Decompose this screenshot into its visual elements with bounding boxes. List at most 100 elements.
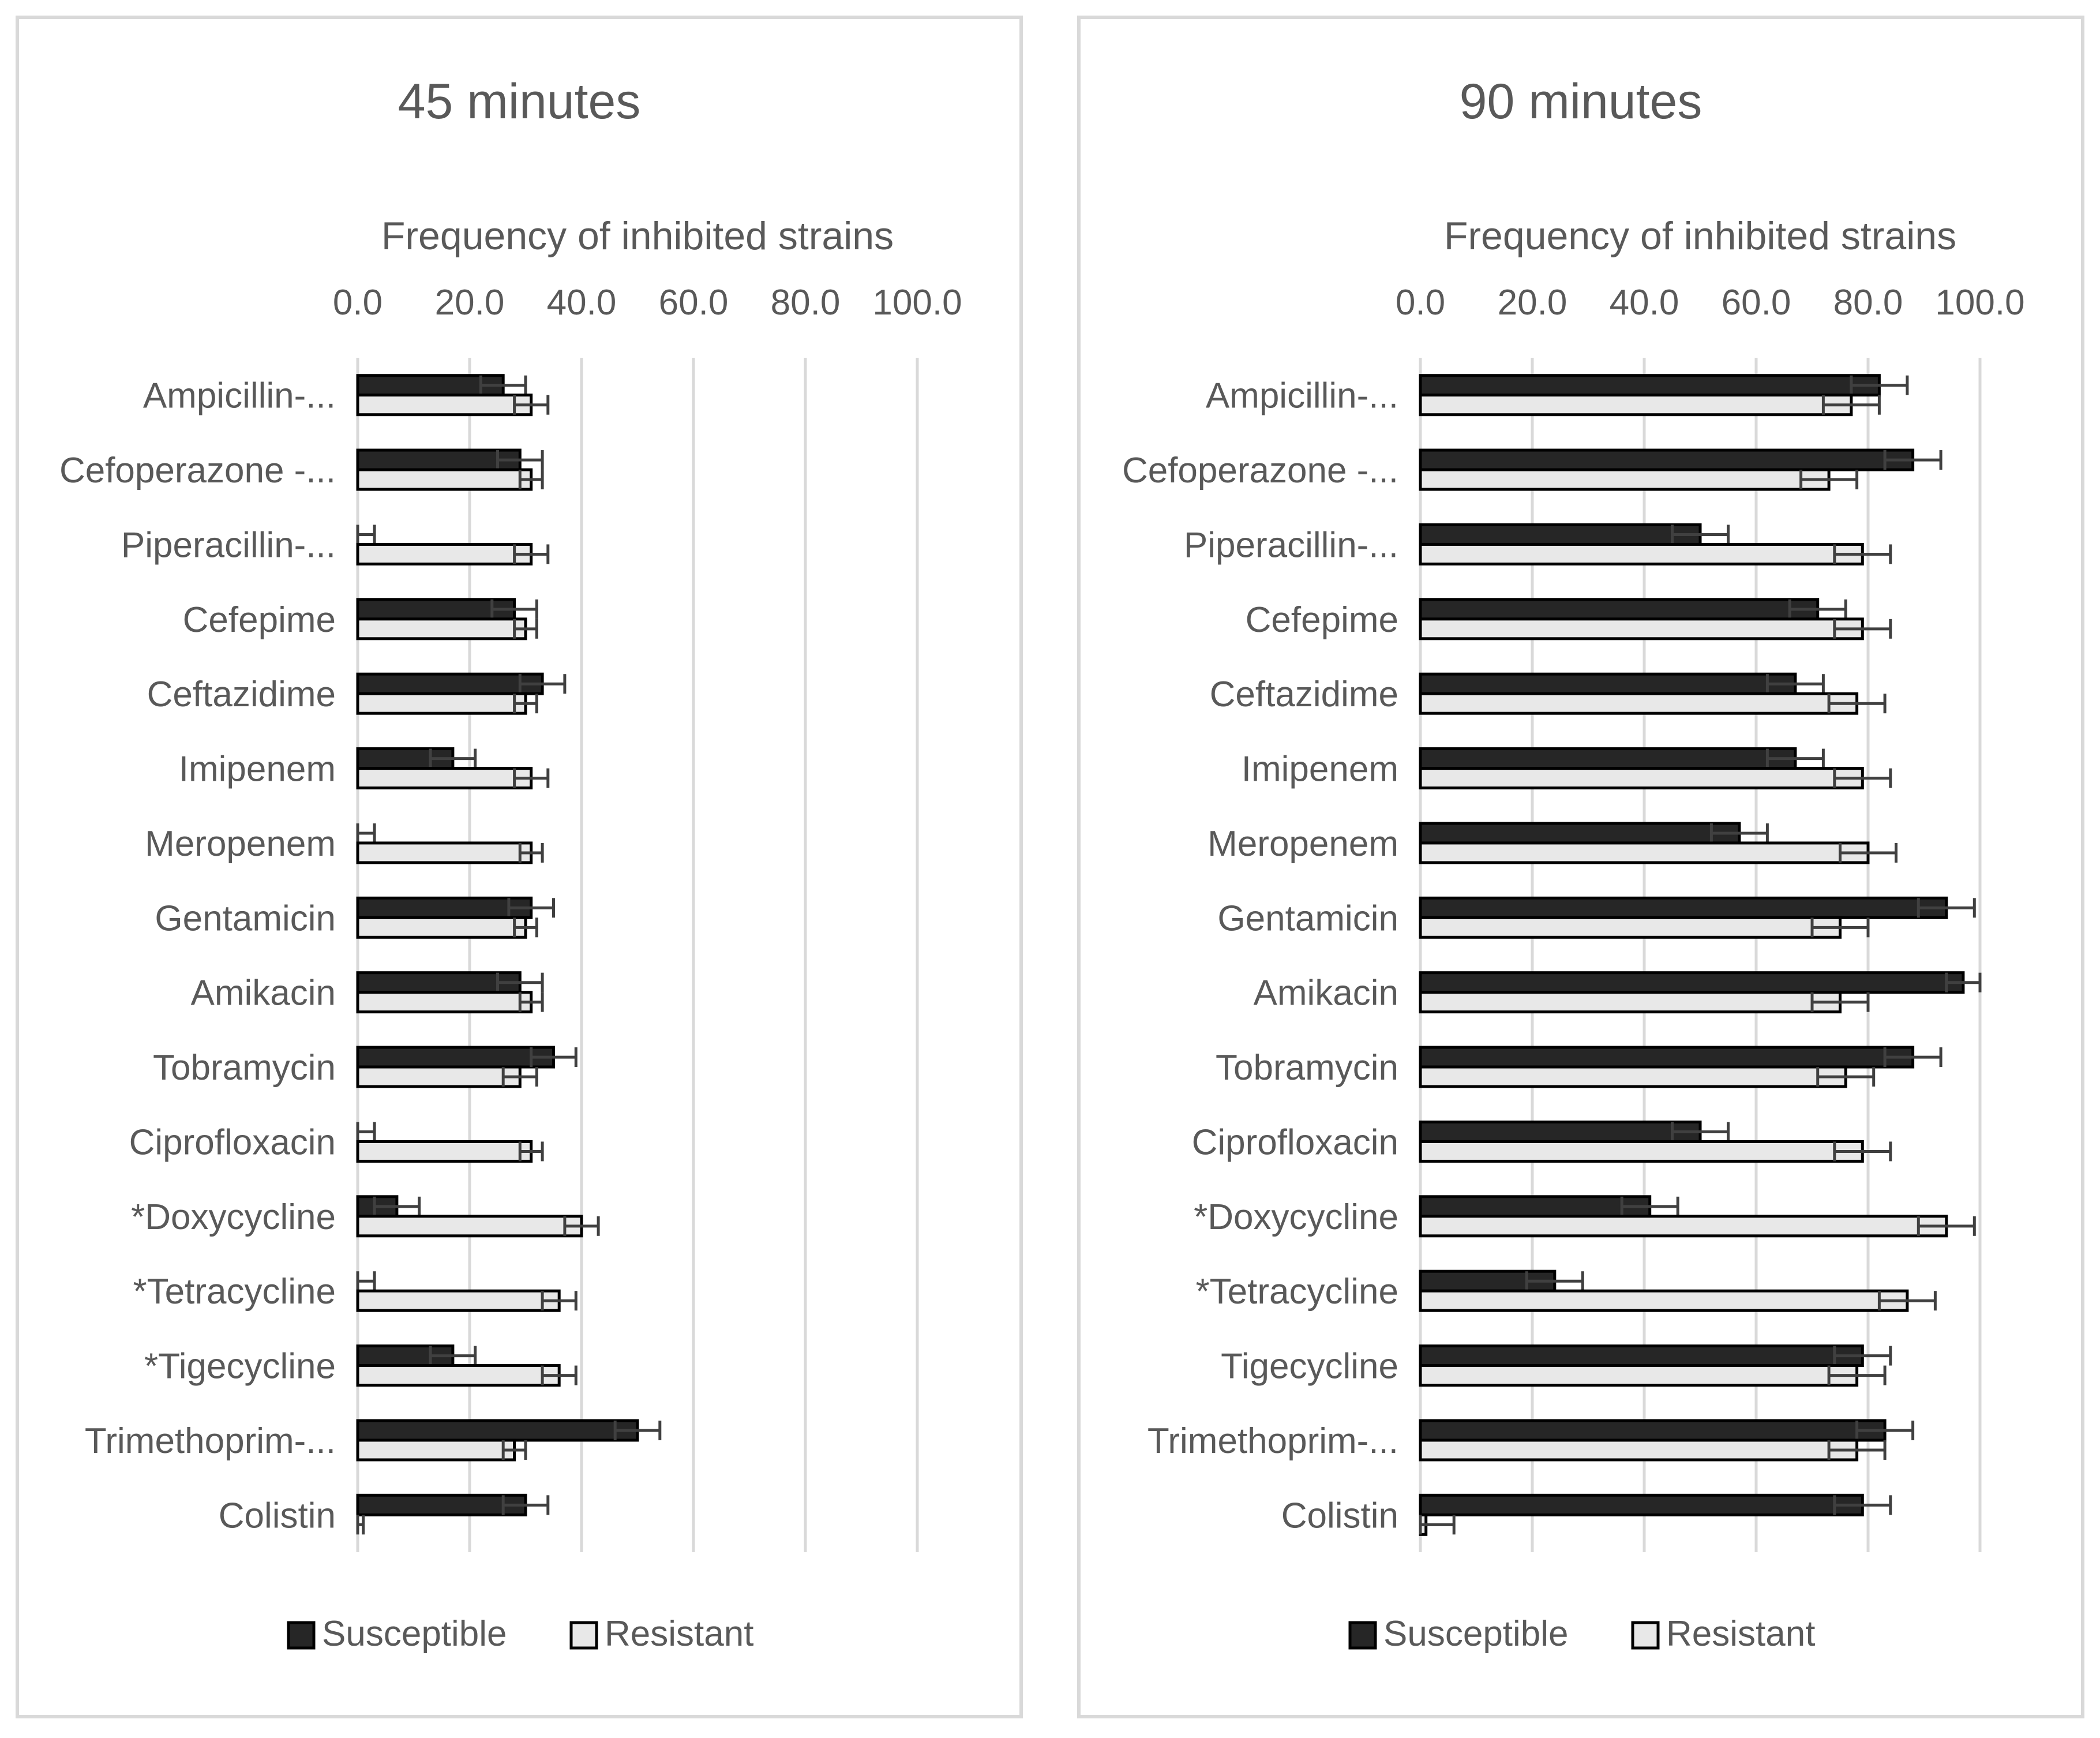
bar-susceptible	[356, 1046, 555, 1069]
category-label: Imipenem	[1242, 750, 1398, 789]
bar-resistant	[1419, 1289, 1909, 1312]
error-bar	[1821, 395, 1881, 415]
category-label: Ceftazidime	[147, 675, 336, 714]
error-bar	[496, 972, 544, 992]
x-tick-label: 0.0	[333, 283, 382, 323]
error-bar	[356, 1122, 376, 1142]
error-bar	[1917, 898, 1976, 918]
bar-resistant	[1419, 841, 1870, 864]
bar-susceptible	[1419, 1046, 1915, 1069]
category-label: Colistin	[1281, 1496, 1398, 1535]
x-tick-label: 40.0	[1610, 283, 1679, 323]
error-bar	[1833, 619, 1892, 639]
category-label: Amikacin	[190, 973, 336, 1013]
error-bar	[1788, 599, 1847, 619]
bar-resistant	[1419, 542, 1864, 565]
category-label: Meropenem	[1208, 824, 1398, 864]
error-bar	[518, 992, 544, 1012]
error-bar	[1883, 450, 1942, 470]
bar-susceptible	[356, 1493, 527, 1516]
legend-swatch-resistant	[569, 1621, 598, 1650]
bar-resistant	[1419, 617, 1864, 640]
error-bar	[1833, 1495, 1892, 1515]
error-bar	[1525, 1271, 1584, 1291]
error-bar	[1850, 375, 1909, 395]
error-bar	[429, 1346, 477, 1366]
category-label: Cefoperazone -...	[1122, 451, 1398, 490]
x-axis-title: Frequency of inhibited strains	[1444, 214, 1956, 258]
bar-resistant	[1419, 767, 1864, 790]
x-tick-label: 60.0	[1722, 283, 1791, 323]
error-bar	[513, 619, 538, 639]
error-bar	[1671, 1122, 1730, 1142]
error-bar	[518, 1141, 544, 1162]
error-bar	[1816, 1067, 1876, 1087]
bar-resistant	[1419, 394, 1853, 417]
error-bar	[518, 470, 544, 490]
error-bar	[1419, 1515, 1456, 1535]
bar-susceptible	[1419, 374, 1881, 397]
error-bar	[1620, 1196, 1679, 1216]
bar-resistant	[1419, 1364, 1859, 1387]
category-label: Meropenem	[145, 824, 336, 864]
bar-resistant	[356, 542, 533, 565]
error-bar	[356, 1271, 376, 1291]
error-bar	[490, 599, 538, 619]
error-bar	[563, 1216, 600, 1236]
category-label: *Tetracycline	[1196, 1272, 1398, 1312]
category-label: Gentamicin	[155, 898, 336, 938]
bar-susceptible	[356, 896, 533, 919]
x-tick-label: 40.0	[547, 283, 617, 323]
bar-resistant	[356, 991, 533, 1014]
legend-swatch-susceptible	[1348, 1621, 1377, 1650]
error-bar	[541, 1291, 578, 1311]
error-bar	[513, 768, 550, 788]
bar-resistant	[356, 916, 527, 939]
category-label: Ciprofloxacin	[129, 1122, 336, 1162]
error-bar	[1827, 694, 1887, 714]
bar-susceptible	[1419, 747, 1797, 770]
error-bar	[1917, 1216, 1976, 1236]
error-bar	[513, 544, 550, 564]
error-bar	[518, 842, 544, 863]
error-bar	[429, 748, 477, 769]
category-label: Piperacillin-...	[1184, 525, 1398, 565]
bar-resistant	[356, 1215, 583, 1238]
category-label: Ampicillin-...	[143, 376, 336, 416]
category-label: Imipenem	[179, 750, 336, 789]
bar-susceptible	[1419, 971, 1965, 994]
x-tick-label: 0.0	[1396, 283, 1445, 323]
bar-resistant	[1419, 468, 1831, 491]
category-label: Ceftazidime	[1210, 675, 1398, 714]
error-bar	[1810, 992, 1870, 1012]
error-bar	[1709, 823, 1769, 843]
error-bar	[501, 1067, 538, 1087]
bar-resistant	[356, 767, 533, 790]
category-label: *Doxycycline	[131, 1197, 336, 1237]
x-tick-label: 100.0	[1935, 283, 2024, 323]
bar-susceptible	[356, 1419, 639, 1442]
x-tick-label: 20.0	[435, 283, 505, 323]
error-bar	[356, 525, 376, 545]
bar-resistant	[356, 468, 533, 491]
chart-frame	[1077, 16, 2084, 1718]
category-label: Trimethoprim-...	[85, 1421, 336, 1461]
category-label: Tobramycin	[1216, 1048, 1398, 1088]
legend-label-resistant: Resistant	[605, 1614, 753, 1654]
error-bar	[530, 1047, 578, 1067]
bar-susceptible	[356, 672, 544, 695]
error-bar	[1799, 470, 1859, 490]
category-label: Gentamicin	[1217, 898, 1398, 938]
legend-swatch-resistant	[1631, 1621, 1660, 1650]
error-bar	[1827, 1365, 1887, 1385]
error-bar	[356, 1515, 365, 1535]
category-label: Colistin	[219, 1496, 336, 1535]
chart-panel-1: 45 minutes Frequency of inhibited strains…	[16, 16, 1023, 1718]
chart-panel-2: 90 minutes Frequency of inhibited strains…	[1077, 16, 2084, 1718]
x-tick-label: 80.0	[771, 283, 841, 323]
error-bar	[513, 917, 538, 938]
error-bar	[501, 1495, 550, 1515]
bar-resistant	[356, 1140, 533, 1163]
bar-susceptible	[1419, 896, 1948, 919]
